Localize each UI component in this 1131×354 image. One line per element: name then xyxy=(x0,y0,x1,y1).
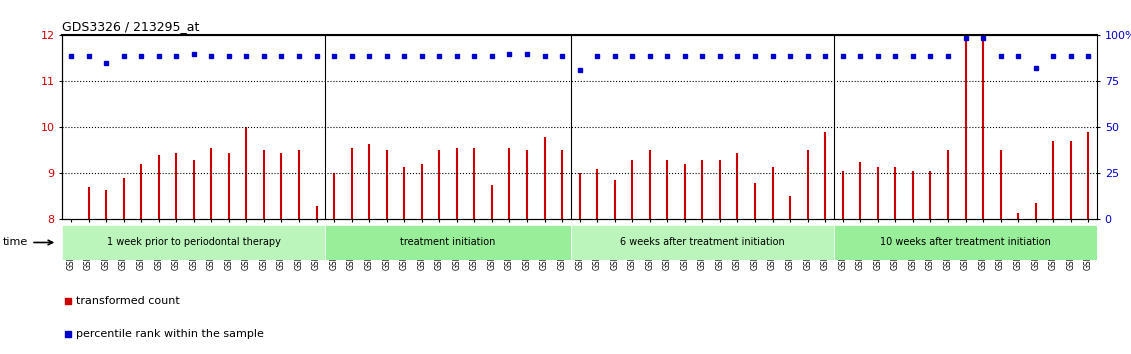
Bar xyxy=(571,225,834,260)
Text: GDS3326 / 213295_at: GDS3326 / 213295_at xyxy=(62,20,199,33)
Text: 1 week prior to periodontal therapy: 1 week prior to periodontal therapy xyxy=(106,238,280,247)
Text: transformed count: transformed count xyxy=(77,296,180,306)
Bar xyxy=(326,225,571,260)
Text: percentile rank within the sample: percentile rank within the sample xyxy=(77,329,265,339)
Text: 6 weeks after treatment initiation: 6 weeks after treatment initiation xyxy=(620,238,785,247)
Bar xyxy=(62,225,326,260)
Text: treatment initiation: treatment initiation xyxy=(400,238,495,247)
Bar xyxy=(834,225,1097,260)
Text: 10 weeks after treatment initiation: 10 weeks after treatment initiation xyxy=(880,238,1051,247)
Text: time: time xyxy=(3,238,52,247)
